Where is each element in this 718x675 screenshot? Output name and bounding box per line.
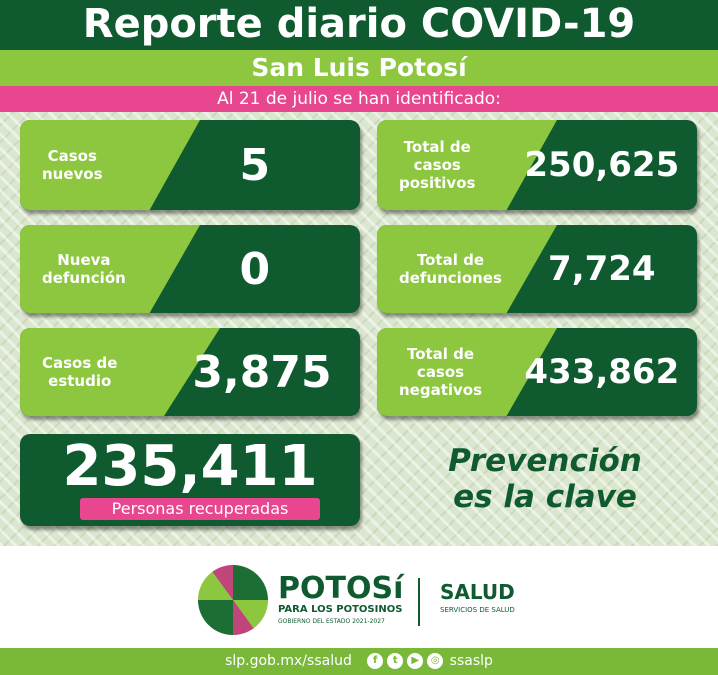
footer: slp.gob.mx/ssalud f t ▶ ◎ ssaslp: [0, 648, 718, 675]
study-cases-value: 3,875: [192, 346, 332, 398]
region-title: San Luis Potosí: [0, 50, 718, 86]
new-cases-value: 5: [239, 139, 271, 191]
slogan: Prevención es la clave: [448, 443, 642, 515]
logo-divider: [418, 578, 420, 626]
instagram-icon[interactable]: ◎: [427, 653, 444, 669]
report-title: Reporte diario COVID-19: [0, 0, 718, 50]
potosi-logo-text: POTOSí: [278, 571, 404, 606]
recovered-card: 235,411 Personas recuperadas: [20, 434, 360, 526]
facebook-icon[interactable]: f: [367, 653, 384, 669]
total-negative-value: 433,862: [524, 352, 680, 392]
recovered-label: Personas recuperadas: [80, 498, 320, 520]
total-deaths-value: 7,724: [548, 249, 656, 289]
study-cases-card: Casos de estudio 3,875: [20, 328, 360, 416]
social-handle: ssaslp: [449, 653, 493, 669]
total-deaths-card: Total de defunciones 7,724: [377, 225, 697, 313]
total-positive-value: 250,625: [524, 145, 680, 185]
potosi-emblem-logo: [198, 565, 268, 635]
website-link[interactable]: slp.gob.mx/ssalud: [225, 653, 352, 669]
new-cases-card: Casos nuevos 5: [20, 120, 360, 210]
twitter-icon[interactable]: t: [387, 653, 404, 669]
salud-subtitle: SERVICIOS DE SALUD: [440, 606, 515, 614]
new-deaths-card: Nueva defunción 0: [20, 225, 360, 313]
potosi-subtitle: PARA LOS POTOSINOS: [278, 604, 403, 615]
total-positive-label: Total de casos positivos: [377, 120, 557, 210]
date-line: Al 21 de julio se han identificado:: [0, 86, 718, 112]
salud-logo-text: SALUD: [440, 580, 515, 604]
gobierno-text: GOBIERNO DEL ESTADO 2021-2027: [278, 618, 385, 625]
new-deaths-value: 0: [239, 243, 271, 295]
total-negative-card: Total de casos negativos 433,862: [377, 328, 697, 416]
recovered-value: 235,411: [62, 434, 318, 499]
total-negative-label: Total de casos negativos: [377, 328, 557, 416]
youtube-icon[interactable]: ▶: [407, 653, 424, 669]
total-positive-card: Total de casos positivos 250,625: [377, 120, 697, 210]
